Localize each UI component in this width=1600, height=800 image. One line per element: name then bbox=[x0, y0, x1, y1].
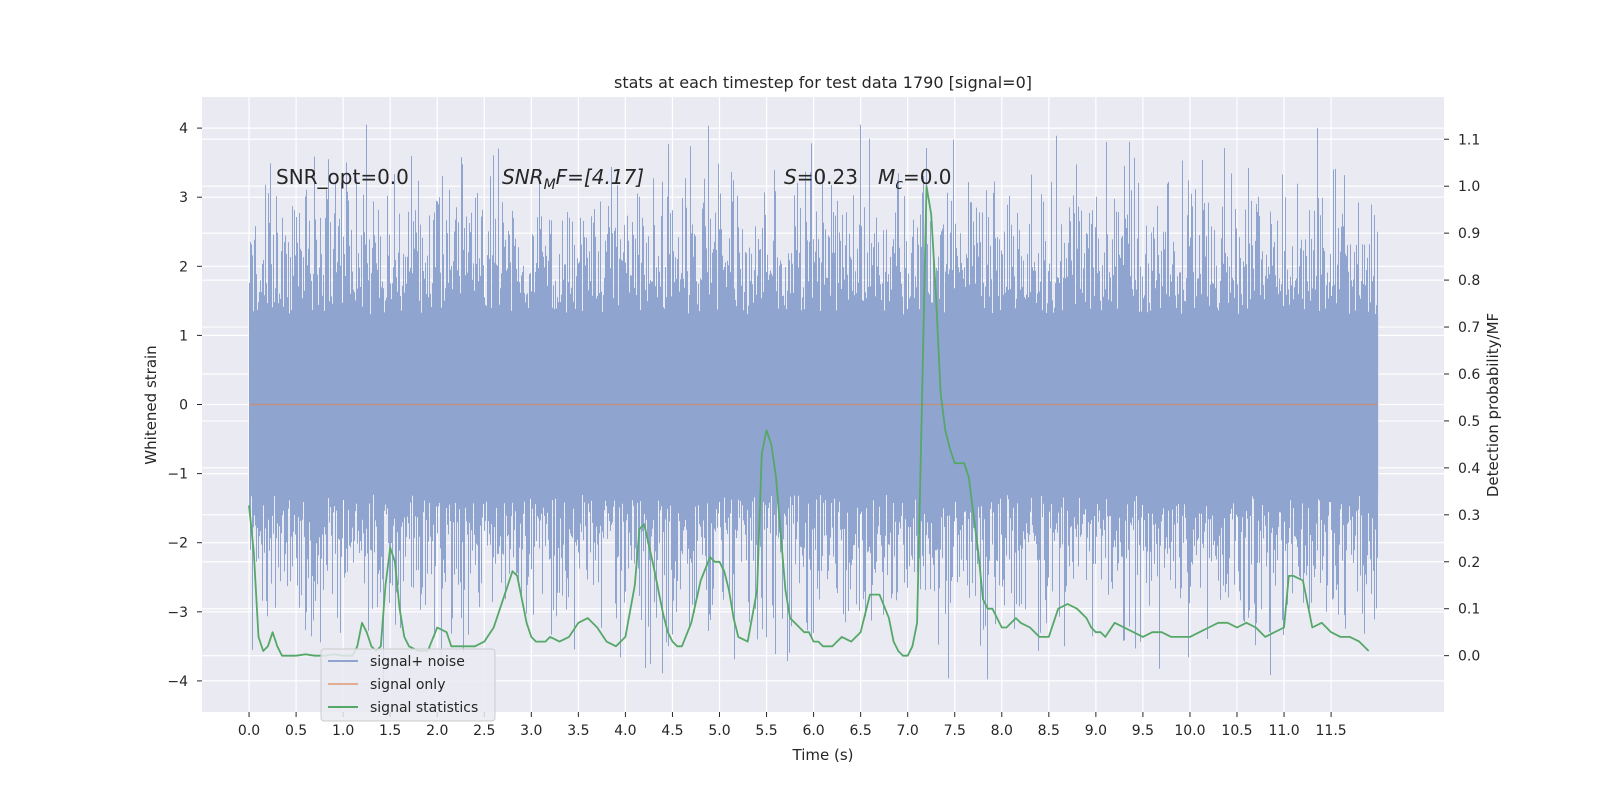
y-right-tick-label: 0.0 bbox=[1458, 649, 1480, 665]
snr-mf-sub: M bbox=[544, 177, 556, 193]
snr-mf-base: SNR bbox=[502, 165, 544, 189]
x-tick-label: 3.0 bbox=[520, 723, 542, 739]
y-right-tick-label: 0.7 bbox=[1458, 320, 1480, 336]
x-axis-label: Time (s) bbox=[792, 746, 854, 764]
snr-mf-annotation: SNRMF=[4.17] bbox=[502, 165, 644, 193]
x-tick-label: 8.0 bbox=[991, 723, 1013, 739]
x-tick-label: 4.5 bbox=[661, 723, 683, 739]
y-tick-label: 2 bbox=[179, 259, 188, 275]
x-tick-label: 9.5 bbox=[1132, 723, 1154, 739]
s-annotation: S=0.23 bbox=[784, 165, 858, 189]
y-right-tick-label: 0.8 bbox=[1458, 273, 1480, 289]
y-right-tick-label: 0.1 bbox=[1458, 602, 1480, 618]
y-right-tick-label: 0.5 bbox=[1458, 414, 1480, 430]
y-tick-label: −3 bbox=[167, 605, 188, 621]
legend-box bbox=[320, 648, 496, 722]
y-tick-label: −1 bbox=[167, 467, 188, 483]
x-tick-label: 0.0 bbox=[238, 723, 260, 739]
x-tick-label: 5.5 bbox=[755, 723, 777, 739]
y-axis-label: Whitened strain bbox=[142, 345, 160, 464]
x-tick-label: 8.5 bbox=[1038, 723, 1060, 739]
x-tick-label: 11.5 bbox=[1316, 723, 1347, 739]
s-value: =0.23 bbox=[797, 165, 858, 189]
x-tick-label: 0.5 bbox=[285, 723, 307, 739]
x-tick-label: 7.5 bbox=[944, 723, 966, 739]
chart-title: stats at each timestep for test data 179… bbox=[614, 73, 1032, 92]
y-right-tick-label: 1.1 bbox=[1458, 132, 1480, 148]
x-tick-label: 4.0 bbox=[614, 723, 636, 739]
y-axis-label-right: Detection probability/MF bbox=[1484, 313, 1502, 497]
legend-label-signal-only: signal only bbox=[370, 677, 445, 693]
legend-label-signal-noise: signal+ noise bbox=[370, 654, 465, 670]
signal-statistics-line bbox=[248, 185, 1370, 657]
mc-value: =0.0 bbox=[903, 165, 952, 189]
x-tick-label: 2.0 bbox=[426, 723, 448, 739]
x-tick-label: 3.5 bbox=[567, 723, 589, 739]
x-tick-label: 7.0 bbox=[897, 723, 919, 739]
x-tick-label: 9.0 bbox=[1085, 723, 1107, 739]
y-tick-label: 1 bbox=[179, 328, 188, 344]
snr-opt-annotation: SNR_opt=0.0 bbox=[276, 165, 409, 189]
legend: signal+ noise signal only signal statist… bbox=[320, 648, 496, 722]
x-tick-label: 5.0 bbox=[708, 723, 730, 739]
y-right-tick-label: 0.4 bbox=[1458, 461, 1480, 477]
x-tick-label: 1.0 bbox=[332, 723, 354, 739]
s-label: S bbox=[784, 165, 797, 189]
y-right-tick-label: 0.2 bbox=[1458, 555, 1480, 571]
x-tick-label: 1.5 bbox=[379, 723, 401, 739]
x-tick-label: 10.5 bbox=[1221, 723, 1252, 739]
y-tick-label: 3 bbox=[179, 190, 188, 206]
snr-mf-rest: F=[4.17] bbox=[556, 165, 644, 189]
mc-base: M bbox=[878, 165, 895, 189]
mc-sub: c bbox=[895, 177, 903, 193]
y-right-tick-label: 0.3 bbox=[1458, 508, 1480, 524]
y-tick-label: 0 bbox=[179, 398, 188, 414]
y-tick-label: −2 bbox=[167, 536, 188, 552]
x-tick-label: 6.5 bbox=[850, 723, 872, 739]
y-right-tick-label: 0.6 bbox=[1458, 367, 1480, 383]
x-tick-label: 11.0 bbox=[1268, 723, 1299, 739]
y-tick-label: −4 bbox=[167, 674, 188, 690]
x-tick-label: 6.0 bbox=[802, 723, 824, 739]
y-right-tick-label: 1.0 bbox=[1458, 179, 1480, 195]
legend-label-signal-statistics: signal statistics bbox=[370, 700, 478, 716]
mc-annotation: Mc=0.0 bbox=[878, 165, 952, 193]
y-tick-label: 4 bbox=[179, 121, 188, 137]
signal-noise-line bbox=[249, 124, 1378, 687]
x-tick-label: 10.0 bbox=[1174, 723, 1205, 739]
y-right-tick-label: 0.9 bbox=[1458, 226, 1480, 242]
x-tick-label: 2.5 bbox=[473, 723, 495, 739]
